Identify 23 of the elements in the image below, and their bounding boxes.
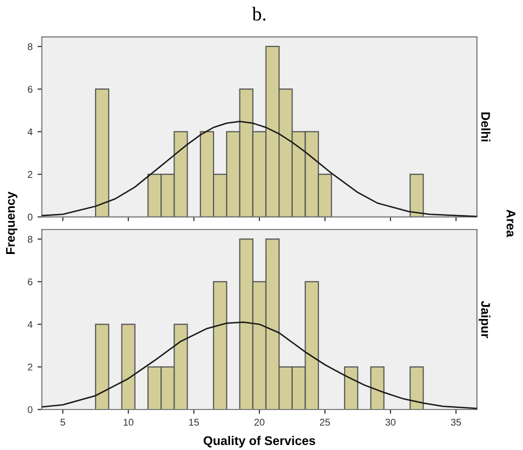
y-tick-label: 6 — [28, 86, 32, 93]
text: Jaipur — [478, 300, 490, 338]
x-tick-label: 30 — [385, 418, 396, 426]
x-tick-label: 10 — [124, 418, 134, 426]
y-tick-label: 4 — [28, 128, 33, 136]
y-tick-label: 0 — [28, 406, 32, 414]
x-tick-label: 15 — [189, 418, 199, 426]
y-tick-label: 0 — [28, 214, 32, 221]
y-tick-label: 2 — [28, 171, 32, 178]
y-tick-label: 4 — [28, 321, 33, 328]
x-axis-title: Quality of Services — [204, 436, 316, 448]
y-tick-label: 2 — [28, 364, 32, 370]
x-tick-label: 5 — [60, 418, 66, 426]
text: Area — [506, 210, 516, 238]
text: Delhi — [481, 112, 490, 142]
y-tick-label: 8 — [28, 43, 32, 50]
y-axis-title: Frequency — [6, 192, 18, 254]
y-tick-label: 8 — [28, 236, 32, 243]
x-tick-label: 25 — [320, 418, 330, 426]
y-tick-label: 6 — [28, 278, 32, 286]
chart-title: b. — [252, 6, 266, 21]
x-tick-label: 35 — [450, 418, 462, 426]
x-tick-label: 20 — [254, 418, 264, 426]
